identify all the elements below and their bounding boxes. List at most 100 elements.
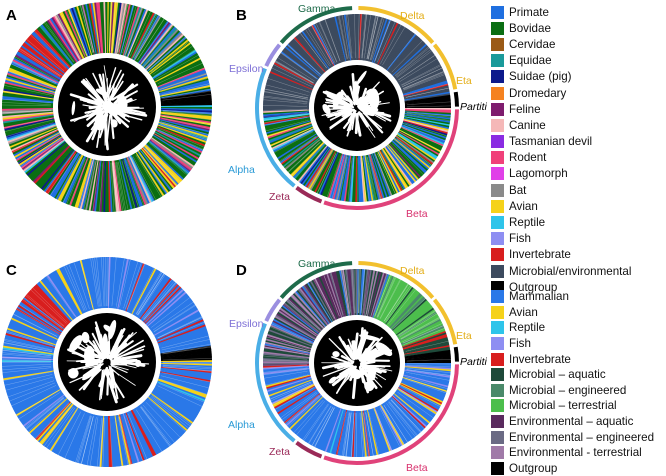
panel-d-wheel [263, 269, 451, 457]
panel-d-label-epsilon: Epsilon [229, 318, 264, 330]
legend-swatch [491, 353, 504, 366]
legend-item: Bovidae [491, 20, 631, 36]
legend-item: Reptile [491, 320, 654, 336]
panel-c: C [2, 257, 212, 467]
legend-item: Rodent [491, 150, 631, 166]
legend-label: Feline [509, 103, 541, 116]
panel-b-label-zeta: Zeta [269, 191, 290, 203]
legend-item: Microbial/environmental [491, 263, 631, 279]
legend-swatch [491, 415, 504, 428]
legend-item: Mammalian [491, 289, 654, 305]
legend-swatch [491, 216, 504, 229]
legend-item: Reptile [491, 214, 631, 230]
legend-label: Dromedary [509, 87, 566, 100]
panel-c-letter: C [6, 262, 17, 279]
legend-swatch [491, 87, 504, 100]
legend-item: Bat [491, 182, 631, 198]
panel-d-label-beta: Beta [406, 462, 428, 473]
legend-item: Fish [491, 336, 654, 352]
legend-label: Invertebrate [509, 248, 571, 261]
panel-a-wheel [2, 2, 212, 212]
legend-swatch [491, 167, 504, 180]
panel-d-label-zeta: Zeta [269, 446, 290, 458]
panel-b-label-gamma: Gamma [298, 3, 336, 15]
panel-b-label-eta: Eta [456, 75, 472, 87]
legend-ecology: Mammalian Avian Reptile Fish Invertebrat… [491, 289, 654, 476]
panel-c-wheel [2, 257, 212, 467]
legend-swatch [491, 248, 504, 261]
panel-b-label-partiti: Partiti [460, 101, 488, 113]
panel-d-letter: D [236, 262, 247, 279]
legend-swatch [491, 184, 504, 197]
panel-b-letter: B [236, 7, 247, 24]
legend-label: Rodent [509, 151, 546, 164]
legend-item: Invertebrate [491, 351, 654, 367]
legend-host: Primate Bovidae Cervidae Equidae Suidae … [491, 4, 631, 295]
panel-b-wheel [263, 14, 451, 202]
legend-label: Environmental – engineered [509, 431, 654, 444]
panel-b: B Gamma Delta Eta Partiti Epsilon Alpha … [228, 3, 488, 220]
panel-d-label-gamma: Gamma [298, 258, 336, 270]
legend-item: Environmental - terrestrial [491, 445, 654, 461]
legend-label: Equidae [509, 54, 552, 67]
legend-swatch [491, 446, 504, 459]
legend-label: Environmental - terrestrial [509, 446, 642, 459]
legend-swatch [491, 290, 504, 303]
legend-swatch [491, 306, 504, 319]
legend-label: Microbial – engineered [509, 384, 626, 397]
panel-d-label-partiti: Partiti [460, 356, 488, 368]
legend-item: Outgroup [491, 461, 654, 476]
legend-label: Canine [509, 119, 546, 132]
legend-item: Tasmanian devil [491, 134, 631, 150]
legend-label: Bat [509, 184, 526, 197]
legend-swatch [491, 6, 504, 19]
legend-swatch [491, 200, 504, 213]
legend-label: Tasmanian devil [509, 135, 592, 148]
panel-d-label-alpha: Alpha [228, 419, 255, 431]
legend-label: Avian [509, 306, 538, 319]
legend-label: Microbial/environmental [509, 265, 631, 278]
panel-b-label-alpha: Alpha [228, 164, 255, 176]
legend-item: Lagomorph [491, 166, 631, 182]
legend-label: Suidae (pig) [509, 70, 572, 83]
legend-label: Microbial – terrestrial [509, 399, 617, 412]
legend-swatch [491, 337, 504, 350]
panel-b-label-delta: Delta [400, 10, 425, 22]
legend-label: Cervidae [509, 38, 555, 51]
legend-item: Microbial – terrestrial [491, 398, 654, 414]
legend-item: Environmental – aquatic [491, 414, 654, 430]
legend-label: Mammalian [509, 290, 569, 303]
legend-item: Equidae [491, 53, 631, 69]
legend-swatch [491, 119, 504, 132]
legend-swatch [491, 135, 504, 148]
legend-item: Avian [491, 198, 631, 214]
legend-item: Microbial – aquatic [491, 367, 654, 383]
legend-swatch [491, 103, 504, 116]
panel-b-label-epsilon: Epsilon [229, 63, 264, 75]
legend-swatch [491, 265, 504, 278]
legend-item: Cervidae [491, 36, 631, 52]
legend-label: Bovidae [509, 22, 551, 35]
legend-item: Suidae (pig) [491, 69, 631, 85]
legend-swatch [491, 368, 504, 381]
legend-swatch [491, 70, 504, 83]
panel-b-label-beta: Beta [406, 208, 428, 220]
legend-swatch [491, 232, 504, 245]
legend-swatch [491, 321, 504, 334]
panel-d-label-eta: Eta [456, 330, 472, 342]
legend-swatch [491, 399, 504, 412]
legend-item: Environmental – engineered [491, 429, 654, 445]
panel-a: A [2, 2, 212, 212]
panel-d-label-delta: Delta [400, 265, 425, 277]
legend-item: Microbial – engineered [491, 383, 654, 399]
legend-item: Dromedary [491, 85, 631, 101]
legend-swatch [491, 431, 504, 444]
legend-swatch [491, 384, 504, 397]
legend-item: Avian [491, 305, 654, 321]
panel-a-letter: A [6, 7, 17, 24]
legend-label: Primate [509, 6, 549, 19]
legend-label: Avian [509, 200, 538, 213]
legend-swatch [491, 22, 504, 35]
legend-label: Reptile [509, 216, 545, 229]
legend-label: Invertebrate [509, 353, 571, 366]
